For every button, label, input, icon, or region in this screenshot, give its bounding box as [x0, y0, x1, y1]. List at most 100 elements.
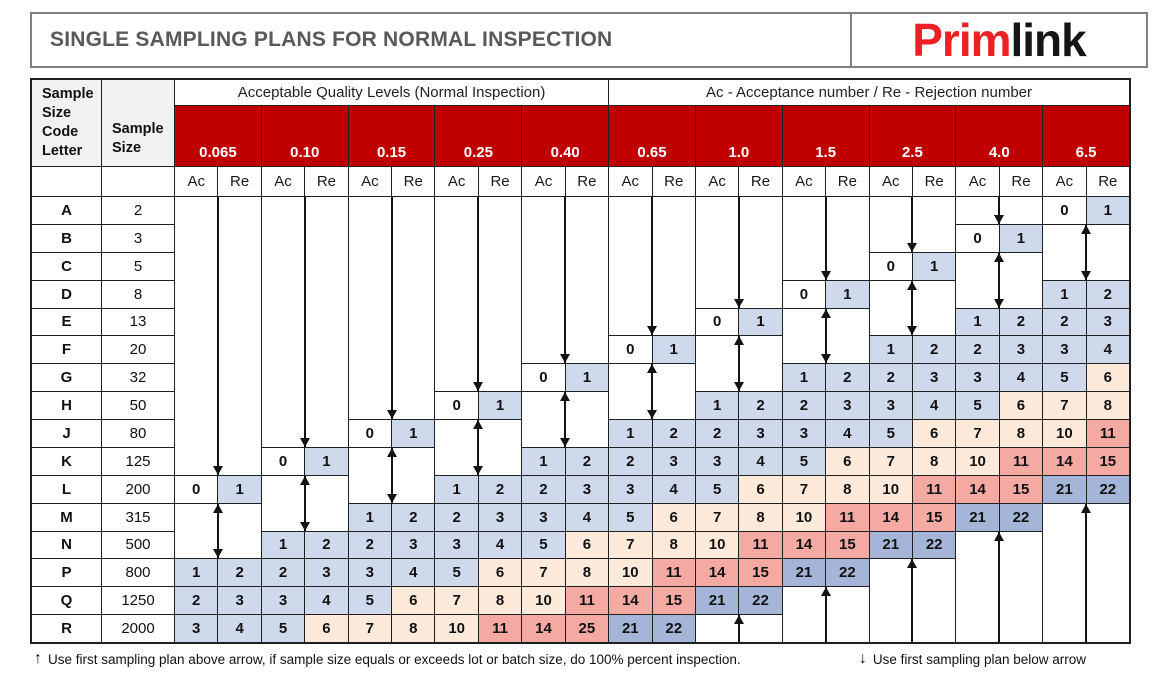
- sample-size-cell: 500: [102, 531, 174, 559]
- re-value-cell: 3: [305, 559, 348, 587]
- arrowhead-down: [907, 326, 918, 336]
- logo-box: Primlink: [850, 12, 1148, 68]
- re-value-cell: 8: [392, 615, 435, 642]
- re-value-cell: 3: [912, 364, 956, 392]
- re-value-cell: 4: [652, 475, 695, 503]
- re-value-cell: 11: [478, 615, 522, 642]
- ac-value-cell: 5: [695, 475, 739, 503]
- re-value-cell: 1: [999, 224, 1043, 252]
- ac-value-cell: 2: [1043, 308, 1086, 336]
- code-letter-cell: J: [32, 420, 101, 447]
- double-arrow-region: [175, 503, 261, 559]
- arrowhead-down: [299, 521, 310, 531]
- aql-level-header: 2.5: [869, 106, 956, 166]
- ac-value-cell: 1: [175, 559, 218, 587]
- arrowhead-up: [733, 615, 744, 625]
- up-arrow-region: [956, 531, 1043, 642]
- ac-value-cell: 5: [261, 615, 305, 642]
- re-value-cell: 3: [1086, 308, 1129, 336]
- footnote-up: ↑ Use first sampling plan above arrow, i…: [34, 651, 741, 667]
- ac-value-cell: 3: [261, 587, 305, 615]
- footnote-down-text: Use first sampling plan below arrow: [872, 651, 1086, 667]
- re-value-cell: 8: [652, 531, 695, 559]
- sample-size-cell: 5: [102, 252, 174, 280]
- ac-value-cell: 10: [782, 503, 826, 531]
- arrowhead-up: [820, 308, 831, 318]
- arrowhead-up: [560, 392, 571, 402]
- re-value-cell: 3: [392, 531, 435, 559]
- arrowhead-down: [820, 354, 831, 364]
- arrowhead-up: [994, 252, 1005, 262]
- re-value-cell: 22: [826, 559, 869, 587]
- aql-level-header: 0.25: [435, 106, 522, 166]
- ac-value-cell: 10: [435, 615, 478, 642]
- sample-size-cell: 3: [102, 224, 174, 252]
- ac-value-cell: 14: [782, 531, 826, 559]
- re-value-cell: 8: [478, 587, 522, 615]
- arrowhead-down: [473, 382, 484, 392]
- ac-value-cell: 21: [695, 587, 739, 615]
- ac-label: Ac: [435, 167, 478, 196]
- sample-size-cell: 50: [102, 392, 174, 419]
- ac-value-cell: 1: [956, 308, 999, 336]
- sample-size-cell: 8: [102, 280, 174, 308]
- re-value-cell: 15: [826, 531, 869, 559]
- re-label: Re: [478, 167, 522, 196]
- aql-level-header: 0.10: [261, 106, 348, 166]
- arrow-shaft: [737, 336, 740, 392]
- ac-value-cell: 0: [1043, 197, 1086, 224]
- down-arrow-region: [695, 197, 782, 308]
- ac-value-cell: 0: [175, 475, 218, 503]
- re-value-cell: 3: [218, 587, 261, 615]
- re-value-cell: 15: [739, 559, 782, 587]
- re-value-cell: 6: [565, 531, 609, 559]
- re-value-cell: 8: [999, 420, 1043, 447]
- sample-size-cell: 315: [102, 503, 174, 531]
- ac-value-cell: 0: [522, 364, 565, 392]
- arrowhead-down: [386, 410, 397, 419]
- ac-value-cell: 2: [435, 503, 478, 531]
- re-value-cell: 2: [565, 447, 609, 475]
- re-value-cell: 11: [739, 531, 782, 559]
- page-title: SINGLE SAMPLING PLANS FOR NORMAL INSPECT…: [50, 28, 613, 51]
- down-arrow-region: [609, 197, 695, 336]
- code-letter-cell: B: [32, 224, 101, 252]
- ac-value-cell: 10: [522, 587, 565, 615]
- re-value-cell: 6: [1086, 364, 1129, 392]
- re-value-cell: 2: [826, 364, 869, 392]
- arrowhead-down: [733, 298, 744, 308]
- re-value-cell: 11: [826, 503, 869, 531]
- re-value-cell: 1: [912, 252, 956, 280]
- re-value-cell: 8: [1086, 392, 1129, 419]
- code-letter-cell: A: [32, 197, 101, 224]
- re-label: Re: [305, 167, 348, 196]
- ac-label: Ac: [175, 167, 218, 196]
- re-value-cell: 8: [912, 447, 956, 475]
- re-value-cell: 1: [739, 308, 782, 336]
- arrowhead-down: [646, 326, 657, 336]
- arrowhead-up: [907, 559, 918, 569]
- ac-value-cell: 2: [261, 559, 305, 587]
- ac-value-cell: 7: [348, 615, 392, 642]
- re-value-cell: 4: [999, 364, 1043, 392]
- ac-value-cell: 2: [695, 420, 739, 447]
- re-value-cell: 4: [305, 587, 348, 615]
- ac-value-cell: 7: [869, 447, 912, 475]
- arrow-shaft: [911, 280, 914, 336]
- ac-value-cell: 1: [522, 447, 565, 475]
- arrow-shaft: [650, 197, 653, 336]
- empty-cell-code-letter: [32, 167, 101, 196]
- re-value-cell: 15: [1086, 447, 1129, 475]
- re-value-cell: 1: [565, 364, 609, 392]
- re-value-cell: 1: [1086, 197, 1129, 224]
- arrow-shaft: [998, 197, 1001, 224]
- ac-label: Ac: [869, 167, 912, 196]
- sample-size-cell: 80: [102, 420, 174, 447]
- re-label: Re: [912, 167, 956, 196]
- arrowhead-down: [386, 493, 397, 503]
- arrowhead-up: [907, 280, 918, 290]
- re-value-cell: 6: [739, 475, 782, 503]
- re-value-cell: 8: [565, 559, 609, 587]
- ac-label: Ac: [261, 167, 305, 196]
- ac-value-cell: 2: [348, 531, 392, 559]
